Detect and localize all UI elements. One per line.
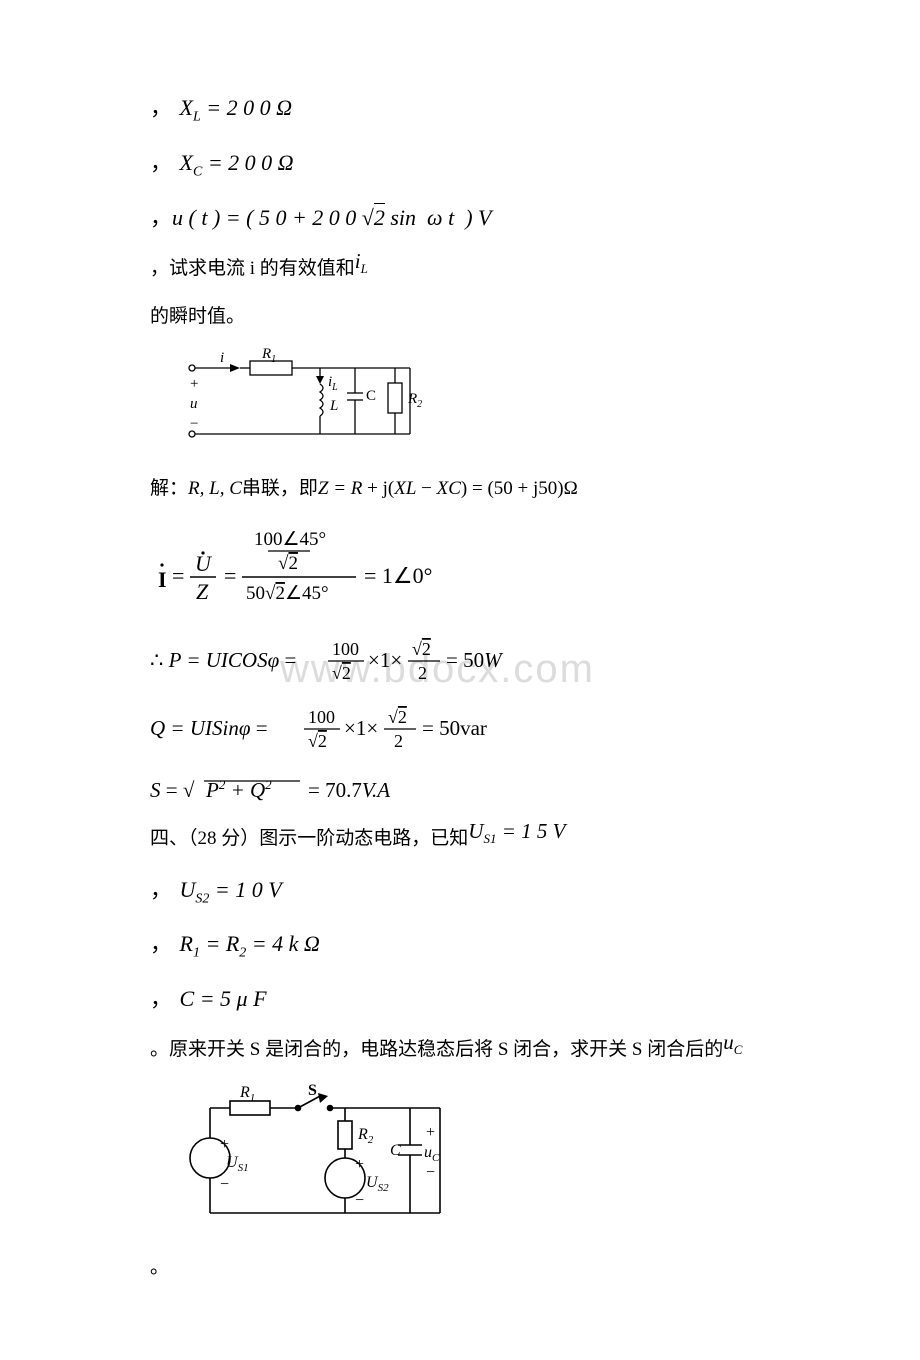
svg-text:2: 2: [394, 731, 403, 751]
svg-text:√2: √2: [388, 707, 407, 727]
eq-r12: R1 = R2 = 4 k Ω: [150, 926, 800, 965]
circuit-2: R1 S R2 + US1 − + US2 − C + uC −: [180, 1083, 800, 1233]
svg-text:√2: √2: [412, 639, 431, 659]
svg-text:= 50W: = 50W: [446, 648, 504, 672]
svg-text:100: 100: [332, 639, 359, 659]
eq-ut-text: u ( t ) = ( 5 0 + 2 0 0 √2 sin ω t ) V: [172, 203, 491, 230]
eq-i-block: I = U Z = 100∠45° √2 50√2∠45° = 1∠0°: [150, 521, 800, 621]
c2-s: S: [308, 1083, 317, 1099]
c1-label-il: iL: [328, 374, 338, 393]
svg-text:= 50var: = 50var: [422, 716, 487, 740]
svg-text:2: 2: [418, 663, 427, 683]
p2-intro-pre: 四、（28 分）图示一阶动态电路，已知: [150, 828, 468, 849]
ask-line-2: 的瞬时值。: [150, 302, 800, 332]
c2-minus2: −: [355, 1192, 364, 1209]
svg-text:=: =: [224, 563, 236, 588]
svg-text:I: I: [158, 567, 167, 592]
c2-c: C: [390, 1142, 401, 1159]
p2-main-text: 。原来开关 S 是闭合的，电路达稳态后将 S 闭合，求开关 S 闭合后的: [150, 1039, 723, 1060]
eq-c: C = 5 μ F: [150, 981, 800, 1016]
svg-text:√2: √2: [308, 731, 327, 751]
final-dot: 。: [150, 1253, 800, 1283]
c2-minus3: −: [426, 1164, 435, 1181]
svg-text:×1×: ×1×: [368, 648, 402, 672]
svg-text:100: 100: [308, 707, 335, 727]
c2-us1: US1: [226, 1154, 249, 1174]
c1-label-r2: R2: [407, 391, 422, 410]
c2-uc: uC: [424, 1144, 440, 1164]
eq-us2: US2 = 1 0 V: [150, 872, 800, 911]
eq-xc: XC = 2 0 0 Ω: [150, 145, 800, 184]
svg-text:U: U: [195, 551, 213, 576]
svg-text:Q = UISinφ =: Q = UISinφ =: [150, 716, 268, 740]
eq-xl: XL = 2 0 0 Ω: [150, 90, 800, 129]
ask1-pre: ，试求电流 i 的有效值和: [150, 258, 355, 279]
c2-plus2: +: [355, 1156, 364, 1173]
c1-minus: −: [190, 416, 198, 432]
c1-plus: +: [190, 376, 198, 392]
svg-text:=: =: [172, 563, 184, 588]
eq-r12-text: R1 = R2 = 4 k Ω: [180, 931, 320, 956]
svg-text:Z: Z: [196, 579, 209, 604]
svg-text:∴ P = UICOSφ =: ∴ P = UICOSφ =: [150, 648, 296, 672]
il-expr: iL: [355, 249, 368, 273]
c1-label-L: L: [329, 398, 338, 414]
eq-c-text: C = 5 μ F: [180, 986, 267, 1011]
c1-label-C: C: [366, 388, 376, 404]
c1-u: u: [190, 396, 198, 412]
eq-ut: ，u ( t ) = ( 5 0 + 2 0 0 √2 sin ω t ) V: [150, 200, 800, 235]
svg-text:√2: √2: [332, 663, 351, 683]
uc-expr: uC: [723, 1030, 742, 1054]
c2-us2: US2: [366, 1174, 389, 1194]
eq-xl-text: XL = 2 0 0 Ω: [180, 95, 293, 120]
ask-line-1: ，试求电流 i 的有效值和iL: [150, 251, 800, 286]
c2-plus1: +: [220, 1136, 229, 1153]
svg-text:50√2∠45°: 50√2∠45°: [246, 583, 329, 604]
svg-text:√2: √2: [278, 553, 298, 574]
eq-xc-text: XC = 2 0 0 Ω: [180, 150, 294, 175]
svg-text:= 70.7V.A: = 70.7V.A: [308, 778, 390, 802]
us1-expr: US1 = 1 5 V: [468, 819, 565, 843]
svg-text:100∠45°: 100∠45°: [254, 529, 326, 550]
eq-q-block: Q = UISinφ = 100 √2 ×1× √2 2 = 50var: [150, 701, 800, 757]
svg-text:= 1∠0°: = 1∠0°: [364, 563, 432, 588]
c1-label-i: i: [220, 350, 224, 366]
svg-text:S = √: S = √: [150, 778, 195, 802]
svg-text:P2 + Q2: P2 + Q2: [205, 777, 272, 802]
eq-s-block: S = √ P2 + Q2 = 70.7V.A: [150, 769, 800, 809]
c2-minus1: −: [220, 1176, 229, 1193]
solution-header: 解：R, L, C串联，即Z = R + j(XL − XC) = (50 + …: [150, 474, 800, 504]
eq-us2-text: US2 = 1 0 V: [180, 877, 282, 902]
p2-intro: 四、（28 分）图示一阶动态电路，已知US1 = 1 5 V: [150, 821, 800, 856]
circuit-1: i R1 iL L C R2 + u −: [180, 348, 800, 458]
p2-main: 。原来开关 S 是闭合的，电路达稳态后将 S 闭合，求开关 S 闭合后的uC: [150, 1032, 800, 1067]
eq-p-block: www.bdocx.com ∴ P = UICOSφ = 100 √2 ×1× …: [150, 633, 800, 689]
svg-text:×1×: ×1×: [344, 716, 378, 740]
c2-r2: R2: [357, 1126, 374, 1146]
c2-plus3: +: [426, 1124, 435, 1141]
